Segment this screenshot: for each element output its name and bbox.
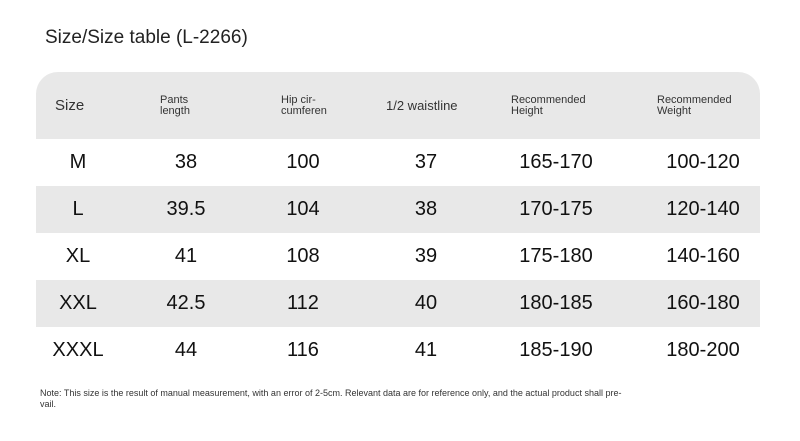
title: Size/Size table (L-2266) bbox=[45, 27, 248, 48]
size-table: Size Pants length Hip cir-cumferen 1/2 waist… bbox=[36, 72, 760, 374]
table-cell: 160-180 bbox=[666, 292, 740, 314]
table-cell: 38 bbox=[414, 198, 438, 220]
table-cell: 170-175 bbox=[519, 198, 593, 220]
header-row: Size Pants length Hip cir-cumferen 1/2 waist… bbox=[36, 72, 760, 139]
table-cell: 120-140 bbox=[666, 198, 740, 220]
table-cell: 42.5 bbox=[166, 292, 206, 314]
table-cell: 185-190 bbox=[519, 339, 593, 361]
header-cell: Hip cir-cumferen bbox=[281, 72, 327, 139]
table-cell: 100-120 bbox=[666, 151, 740, 173]
table-cell: 40 bbox=[414, 292, 438, 314]
table-cell: 41 bbox=[414, 339, 438, 361]
header-text: Weight bbox=[657, 104, 692, 117]
table-cell: 104 bbox=[286, 198, 320, 220]
table-cell: 180-185 bbox=[519, 292, 593, 314]
header-text: 1/2 waistline bbox=[386, 98, 458, 113]
header-text: Hip cir- bbox=[281, 93, 316, 106]
table-row: M 38 100 37 165-170 100-120 bbox=[36, 139, 760, 186]
header-text: Recommended bbox=[657, 93, 732, 106]
table-cell: 112 bbox=[287, 292, 319, 314]
table-row: XXXL 44 116 41 185-190 180-200 bbox=[36, 327, 760, 374]
table-cell: 180-200 bbox=[666, 339, 740, 361]
table-cell: 39.5 bbox=[166, 198, 206, 220]
note: Note: This size is the result of manual … bbox=[40, 388, 760, 410]
table-cell: 165-170 bbox=[519, 151, 593, 173]
note-line: vail. bbox=[40, 399, 57, 409]
table-cell: 140-160 bbox=[666, 245, 740, 267]
header-cell: Size bbox=[55, 72, 84, 139]
table-row: L 39.5 104 38 170-175 120-140 bbox=[36, 186, 760, 233]
header-text: Pants bbox=[160, 93, 189, 106]
table-cell: XL bbox=[65, 245, 91, 267]
table-cell: M bbox=[69, 151, 87, 173]
header-text: Size bbox=[55, 97, 85, 114]
header-text: cumferen bbox=[281, 104, 327, 117]
header-text: Height bbox=[511, 104, 543, 117]
table-row: XL 41 108 39 175-180 140-160 bbox=[36, 233, 760, 280]
header-cell: 1/2 waistline bbox=[386, 72, 458, 139]
table-row: XXL 42.5 112 40 180-185 160-180 bbox=[36, 280, 760, 327]
table-cell: 38 bbox=[174, 151, 198, 173]
header-text: Recommended bbox=[511, 93, 586, 106]
table-cell: XXL bbox=[59, 292, 97, 314]
table-cell: 41 bbox=[174, 245, 198, 267]
table-cell: XXXL bbox=[52, 339, 104, 361]
table-cell: 44 bbox=[174, 339, 198, 361]
table-cell: 116 bbox=[287, 339, 319, 361]
header-cell: Recommended Weight bbox=[657, 72, 732, 139]
header-cell: Recommended Height bbox=[511, 72, 586, 139]
table-cell: 100 bbox=[286, 151, 320, 173]
table-cell: 108 bbox=[286, 245, 320, 267]
table-cell: 39 bbox=[414, 245, 438, 267]
table-cell: L bbox=[72, 198, 84, 220]
table-cell: 175-180 bbox=[519, 245, 593, 267]
note-line: Note: This size is the result of manual … bbox=[40, 388, 622, 398]
header-text: length bbox=[160, 104, 190, 117]
header-cell: Pants length bbox=[160, 72, 190, 139]
table-cell: 37 bbox=[414, 151, 438, 173]
